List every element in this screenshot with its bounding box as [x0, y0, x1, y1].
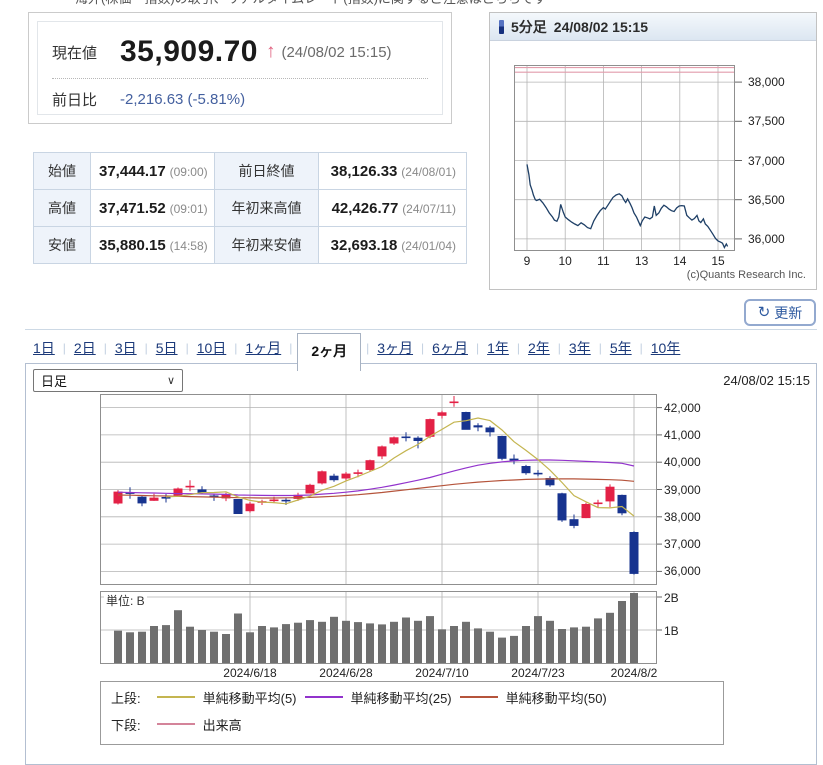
intraday-panel-header: 5分足 24/08/02 15:15 — [490, 13, 816, 41]
summary-table: 始値 37,444.17 (09:00) 前日終値 38,126.33 (24/… — [33, 152, 467, 264]
refresh-button[interactable]: ↻ 更新 — [744, 299, 816, 326]
current-price-row: 現在値 35,909.70 ↑ (24/08/02 15:15) — [52, 26, 428, 79]
tab-5日[interactable]: 5日 — [155, 339, 178, 356]
current-price-value: 35,909.70 — [120, 35, 258, 68]
quote-timestamp: (24/08/02 15:15) — [281, 43, 392, 61]
tab-separator: | — [289, 340, 293, 355]
legend-item-label: 単純移動平均(25) — [350, 690, 452, 706]
tab-separator: | — [516, 340, 520, 355]
intraday-chart — [514, 65, 742, 251]
ytd-low-label: 年初来安値 — [214, 226, 319, 264]
intraday-x-tick: 10 — [558, 254, 572, 268]
tab-separator: | — [639, 340, 643, 355]
ytd-low-value: 32,693.18 (24/01/04) — [318, 226, 467, 264]
tab-10日[interactable]: 10日 — [196, 339, 227, 356]
intraday-x-tick: 9 — [523, 254, 531, 268]
open-value: 37,444.17 (09:00) — [90, 152, 215, 190]
current-price-label: 現在値 — [52, 44, 98, 62]
divider-line — [25, 329, 817, 330]
legend-item-label: 単純移動平均(50) — [505, 690, 607, 706]
period-tabbar: 1日 | 2日 | 3日 | 5日 | 10日 | 1ヶ月 | 2ヶ月 | 3ヶ月 | 6ヶ月 | 1年 | 2年 | 3年… — [25, 331, 817, 371]
interval-select[interactable]: 日足 ∨ — [33, 369, 183, 392]
tab-5年[interactable]: 5年 — [609, 339, 632, 356]
tab-1ヶ月[interactable]: 1ヶ月 — [245, 339, 282, 356]
tab-1日[interactable]: 1日 — [33, 339, 55, 356]
intraday-y-tick: 36,000 — [748, 231, 785, 246]
legend-line-sample — [156, 723, 195, 725]
tab-separator: | — [234, 340, 238, 355]
uptick-arrow-icon: ↑ — [265, 41, 276, 62]
tab-separator: | — [144, 340, 148, 355]
legend-row-label: 下段: — [111, 717, 141, 733]
legend-line-sample — [459, 696, 498, 698]
intraday-panel: 5分足 24/08/02 15:15 (c)Quants Research In… — [489, 12, 817, 290]
ytd-high-value: 42,426.77 (24/07/11) — [318, 189, 467, 227]
quote-inner: 現在値 35,909.70 ↑ (24/08/02 15:15) 前日比 -2,… — [37, 21, 443, 115]
intraday-y-tick: 37,500 — [748, 114, 785, 129]
intraday-x-tick: 14 — [673, 254, 687, 268]
chart-timestamp: 24/08/02 15:15 — [723, 373, 810, 388]
table-row: 安値 35,880.15 (14:58) 年初来安値 32,693.18 (24… — [33, 226, 467, 264]
legend-row: 上段: 単純移動平均(5) 単純移動平均(25) 単純移動平均(50) — [111, 687, 713, 707]
legend-item-label: 単純移動平均(5) — [202, 690, 297, 706]
refresh-icon: ↻ — [757, 304, 771, 321]
tab-separator: | — [366, 340, 370, 355]
low-label: 安値 — [33, 226, 91, 264]
ytd-high-label: 年初来高値 — [214, 189, 319, 227]
legend-line-sample — [156, 696, 195, 698]
tab-2日[interactable]: 2日 — [73, 339, 96, 356]
chart-legend: 上段: 単純移動平均(5) 単純移動平均(25) 単純移動平均(50) 下段: 出来高 — [100, 681, 724, 745]
low-value: 35,880.15 (14:58) — [90, 226, 215, 264]
tab-3ヶ月[interactable]: 3ヶ月 — [377, 339, 414, 356]
prev-close-value: 38,126.33 (24/08/01) — [318, 152, 467, 190]
candlestick-chart — [100, 394, 662, 585]
tab-separator: | — [185, 340, 189, 355]
legend-row: 下段: 出来高 — [111, 714, 713, 734]
legend-row-label: 上段: — [111, 690, 141, 706]
tab-3日[interactable]: 3日 — [114, 339, 137, 356]
interval-select-value: 日足 — [41, 374, 68, 389]
intraday-chart-area: (c)Quants Research Inc. 38,000 37,500 37,0… — [490, 41, 816, 289]
prev-close-label: 前日終値 — [214, 152, 319, 190]
tab-1年[interactable]: 1年 — [487, 339, 509, 356]
intraday-x-tick: 15 — [711, 254, 725, 268]
table-row: 始値 37,444.17 (09:00) 前日終値 38,126.33 (24/… — [33, 152, 467, 190]
copyright-text: (c)Quants Research Inc. — [686, 269, 806, 281]
tab-10年[interactable]: 10年 — [650, 339, 681, 356]
intraday-x-tick: 13 — [634, 254, 649, 268]
intraday-title: 5分足 — [511, 18, 547, 35]
intraday-timestamp: 24/08/02 15:15 — [553, 18, 648, 35]
legend-item-label: 出来高 — [202, 717, 242, 733]
tab-3年[interactable]: 3年 — [568, 339, 591, 356]
tab-separator: | — [421, 340, 425, 355]
volume-unit-label: 単位: B — [104, 592, 147, 609]
tab-2年[interactable]: 2年 — [528, 339, 550, 356]
high-value: 37,471.52 (09:01) — [90, 189, 215, 227]
panel-bar-icon — [499, 19, 504, 34]
change-label: 前日比 — [52, 91, 98, 109]
tab-separator: | — [103, 340, 107, 355]
open-label: 始値 — [33, 152, 91, 190]
intraday-x-tick: 11 — [597, 254, 610, 268]
refresh-label: 更新 — [774, 304, 803, 321]
tab-6ヶ月[interactable]: 6ヶ月 — [432, 339, 468, 356]
change-value: -2,216.63 (-5.81%) — [120, 90, 246, 108]
high-label: 高値 — [33, 189, 91, 227]
chevron-down-icon: ∨ — [166, 375, 175, 387]
change-row: 前日比 -2,216.63 (-5.81%) — [52, 79, 428, 119]
clipped-header-note: 海外(株価・指数)の取引、リアルタイムレート(指数)に関するご注意はこちらです — [75, 0, 547, 7]
intraday-y-tick: 36,500 — [748, 192, 785, 207]
tab-separator: | — [475, 340, 480, 355]
intraday-y-tick: 37,000 — [748, 153, 785, 168]
intraday-y-tick: 38,000 — [748, 75, 785, 90]
tab-separator: | — [598, 340, 602, 355]
tab-2ヶ月[interactable]: 2ヶ月 — [297, 332, 362, 371]
volume-chart — [100, 591, 662, 664]
tab-separator: | — [62, 340, 66, 355]
quote-panel: 現在値 35,909.70 ↑ (24/08/02 15:15) 前日比 -2,… — [28, 12, 452, 124]
tab-separator: | — [557, 340, 561, 355]
table-row: 高値 37,471.52 (09:01) 年初来高値 42,426.77 (24… — [33, 189, 467, 227]
legend-line-sample — [304, 696, 343, 698]
